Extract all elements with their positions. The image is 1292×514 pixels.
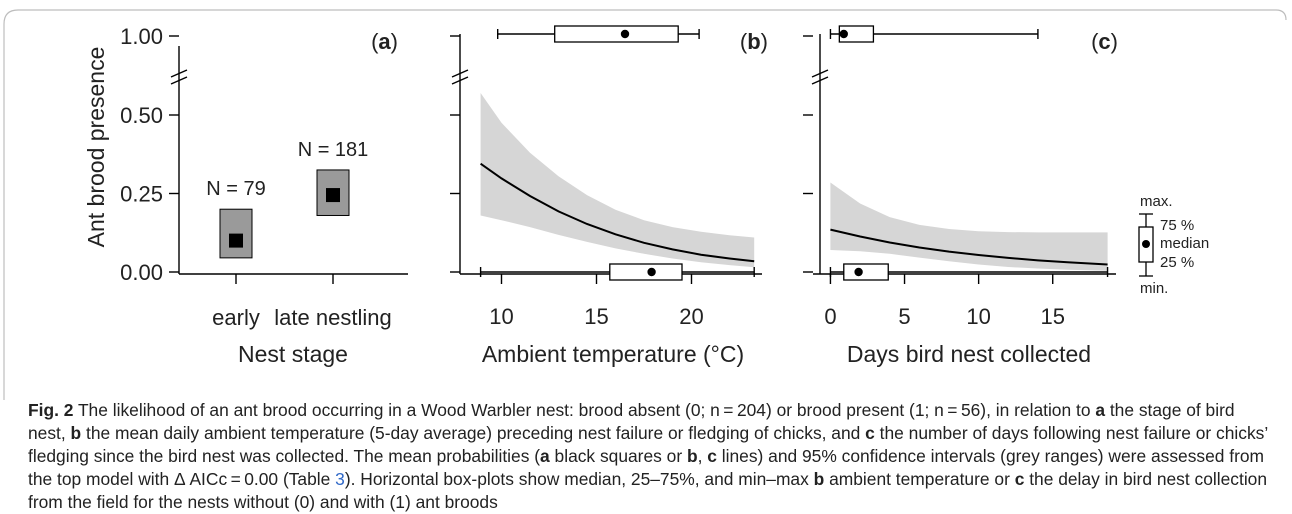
x-axis-label: Days bird nest collected: [847, 341, 1091, 367]
y-tick-label: 1.00: [120, 24, 163, 49]
x-axis-label: Ambient temperature (°C): [482, 341, 744, 367]
boxplot-median: [647, 267, 656, 277]
caption-text: ambient temperature or: [824, 469, 1015, 489]
caption-text: The likelihood of an ant brood occurring…: [73, 400, 1096, 420]
x-tick-label: 0: [824, 304, 836, 329]
figure-caption: Fig. 2 The likelihood of an ant brood oc…: [28, 399, 1268, 514]
x-tick-label: 5: [898, 304, 910, 329]
boxplot-box: [838, 25, 875, 43]
caption-bold: a: [540, 446, 550, 466]
caption-text: the mean daily ambient temperature (5-da…: [81, 423, 866, 443]
x-tick-label: 15: [1040, 304, 1064, 329]
key-q25: 25 %: [1160, 254, 1194, 271]
confidence-band: [480, 93, 755, 268]
x-axis-label: Nest stage: [238, 341, 348, 367]
figure-2: Ant brood presence (a) Nest stage (b) Am…: [3, 9, 1287, 400]
boxplot-median: [620, 29, 630, 39]
panel-a: Ant brood presence (a) Nest stage: [83, 29, 408, 367]
x-tick-label: late nestling: [274, 305, 391, 330]
panel-label: (a): [371, 29, 398, 54]
caption-text: lines) and 95% confidence intervals (gre…: [28, 446, 1265, 489]
boxplot-box: [609, 263, 683, 281]
caption-bold: b: [813, 469, 825, 489]
caption-text: the delay in bird nest collection from t…: [28, 469, 1268, 512]
caption-text: the number of days following nest failur…: [28, 423, 1268, 466]
caption-bold: c: [1014, 469, 1025, 489]
y-tick-label: 0.00: [120, 260, 163, 285]
key-min: min.: [1140, 280, 1168, 297]
caption-text: black squares or: [549, 446, 687, 466]
mean-square: [229, 233, 243, 248]
chart-marks: 0.00 0.25 0.50 1.00 early N = 79 late nestling…: [120, 24, 1116, 330]
caption-fig-label: Fig. 2: [28, 400, 74, 420]
axis-break: [170, 69, 188, 85]
confidence-band: [830, 182, 1108, 271]
figure-border: [3, 9, 1287, 400]
axis-break: [811, 69, 829, 85]
caption-text: ). Horizontal box-plots show median, 25–…: [344, 469, 814, 489]
key-max: max.: [1140, 193, 1173, 210]
ci-box: [219, 208, 253, 259]
key-q75: 75 %: [1160, 217, 1194, 234]
mean-line: [830, 228, 1108, 266]
boxplot-box: [843, 263, 889, 281]
table-link[interactable]: 3: [335, 469, 345, 489]
caption-text: the stage of bird nest,: [28, 400, 1235, 443]
panel-c: (c) Days bird nest collected: [811, 29, 1118, 367]
panel-label: (c): [1091, 29, 1118, 54]
caption-bold: c: [865, 423, 875, 443]
y-tick-label: 0.50: [120, 103, 163, 128]
x-tick-label: 10: [966, 304, 990, 329]
boxplot-median: [839, 29, 848, 39]
x-tick-label: early: [212, 305, 260, 330]
x-tick-label: 15: [584, 304, 608, 329]
sample-size-label: N = 181: [298, 139, 369, 161]
axis-break: [451, 69, 469, 85]
caption-bold: c: [707, 446, 717, 466]
boxplot-key: max. 75 % median 25 % min.: [1138, 193, 1209, 297]
caption-bold: a: [1095, 400, 1105, 420]
mean-square: [326, 188, 340, 203]
panel-label: (b): [740, 29, 768, 54]
y-axis-label: Ant brood presence: [83, 47, 109, 248]
boxplot-median: [854, 267, 863, 277]
panel-b: (b) Ambient temperature (°C): [451, 29, 768, 367]
mean-line: [480, 162, 755, 263]
y-tick-label: 0.25: [120, 182, 163, 207]
boxplot-box: [554, 25, 679, 43]
caption-bold: b: [70, 423, 82, 443]
caption-bold: b: [686, 446, 698, 466]
x-tick-label: 20: [679, 304, 703, 329]
key-median: median: [1160, 235, 1209, 252]
x-tick-label: 10: [489, 304, 513, 329]
caption-text: ,: [697, 446, 708, 466]
sample-size-label: N = 79: [206, 178, 265, 200]
